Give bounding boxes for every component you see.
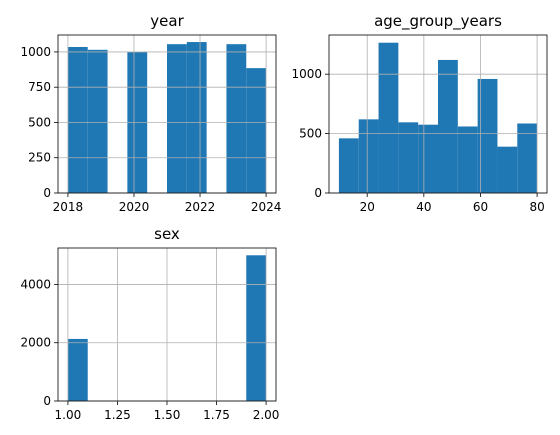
x-tick-label: 2.00 (253, 408, 280, 422)
histogram-bar (517, 123, 538, 193)
x-tick-label: 2022 (185, 200, 216, 214)
y-tick-label: 0 (43, 394, 51, 408)
x-tick-label: 20 (360, 200, 375, 214)
histogram-bar (226, 44, 247, 193)
histogram-bar (497, 146, 518, 193)
year-panel-title: year (150, 12, 184, 30)
histogram-bar (167, 44, 187, 193)
y-tick-label: 0 (314, 186, 322, 200)
y-tick-label: 500 (299, 127, 322, 141)
histogram-bar (378, 42, 399, 194)
histogram-bar (67, 46, 88, 193)
axes-frame (328, 34, 548, 194)
histogram-bar (87, 49, 108, 193)
histogram-bar (246, 68, 267, 193)
sex-panel-title: sex (154, 225, 180, 243)
sex-histogram-panel: 1.00 1.25 1.50 1.75 2.00 0 2000 4000 sex (20, 225, 279, 422)
x-tick-label: 1.00 (55, 408, 82, 422)
y-tick-label: 4000 (20, 277, 51, 291)
age-group-histogram-panel: 20 40 60 80 0 500 1000 age_group_years (291, 12, 548, 214)
x-tick-label: 40 (416, 200, 431, 214)
x-tick-label: 2024 (251, 200, 282, 214)
axes-frame (57, 34, 277, 194)
y-tick-label: 500 (28, 115, 51, 129)
histogram-bar (186, 42, 207, 193)
x-tick-label: 2020 (119, 200, 150, 214)
y-tick-label: 0 (43, 186, 51, 200)
y-tick-label: 250 (28, 151, 51, 165)
x-tick-label: 1.75 (203, 408, 230, 422)
histogram-bar (438, 59, 458, 193)
x-tick-label: 1.25 (104, 408, 131, 422)
histogram-bar (246, 255, 267, 401)
histogram-bar (358, 119, 379, 193)
x-tick-label: 1.50 (154, 408, 181, 422)
y-tick-label: 1000 (20, 45, 51, 59)
axes-frame (57, 247, 277, 402)
x-tick-label: 60 (473, 200, 488, 214)
age-group-panel-title: age_group_years (374, 12, 502, 31)
histogram-bar (67, 338, 88, 401)
histogram-bar (398, 122, 419, 193)
year-histogram-panel: 2018 2020 2022 2024 0 250 500 750 1000 year (20, 12, 281, 214)
y-tick-label: 1000 (291, 67, 322, 81)
y-tick-label: 2000 (20, 336, 51, 350)
histogram-bar (477, 78, 498, 193)
x-tick-label: 2018 (53, 200, 84, 214)
histogram-bar (338, 138, 359, 193)
y-tick-label: 750 (28, 80, 51, 94)
histogram-bar (418, 124, 438, 193)
x-tick-label: 80 (529, 200, 544, 214)
histogram-bar (457, 126, 478, 193)
